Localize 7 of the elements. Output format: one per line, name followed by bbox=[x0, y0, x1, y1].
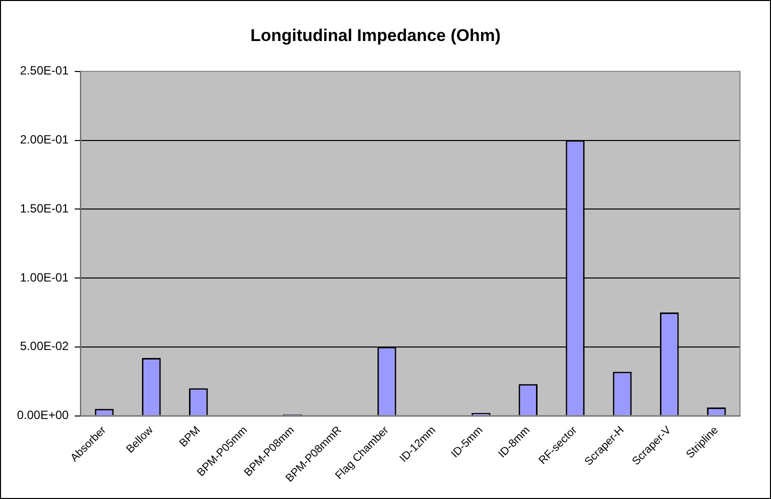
y-tick-label: 0.00E+00 bbox=[16, 408, 70, 422]
chart-title: Longitudinal Impedance (Ohm) bbox=[250, 26, 501, 45]
y-tick-label: 2.00E-01 bbox=[20, 132, 70, 147]
y-tick-label: 1.00E-01 bbox=[20, 270, 70, 284]
y-tick-label: 1.50E-01 bbox=[20, 201, 70, 216]
y-tick-label: 2.50E-01 bbox=[20, 64, 70, 78]
y-tick-label: 5.00E-02 bbox=[20, 339, 70, 354]
